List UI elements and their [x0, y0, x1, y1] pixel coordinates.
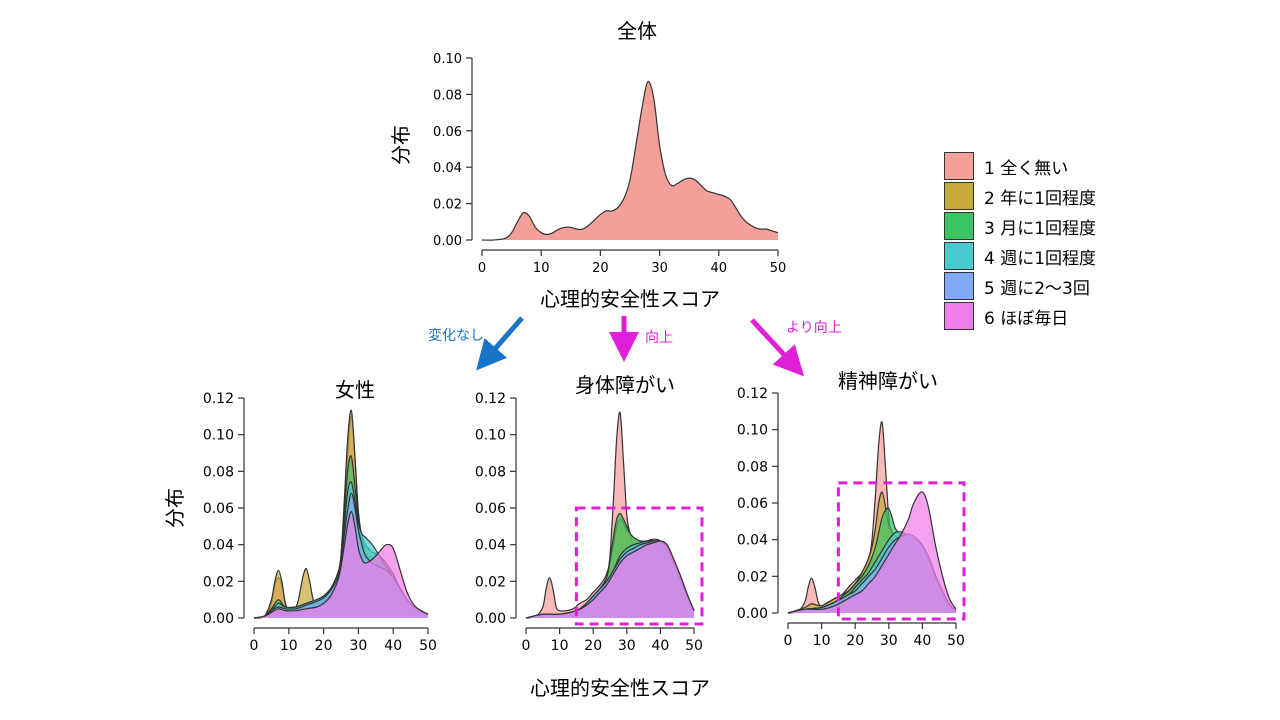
x-tick-label: 40	[384, 638, 402, 654]
y-tick-label: 0.10	[203, 428, 234, 444]
x-axis-label-overall: 心理的安全性スコア	[540, 287, 720, 311]
y-tick-label: 0.00	[203, 611, 234, 627]
x-tick-label: 30	[618, 638, 636, 654]
chart-female: 女性 0.00 0.02 0.04 0.06 0.08 0.10 0.12 0 10 20 30 40 5…	[203, 378, 437, 654]
chart-title-overall: 全体	[617, 19, 657, 43]
y-tick-label: 0.02	[737, 569, 768, 585]
legend-item-2: 2 年に1回程度	[944, 182, 1096, 210]
density-area-physical-6	[526, 540, 694, 618]
legend-swatch-4	[944, 242, 974, 270]
y-tick-label: 0.04	[203, 538, 234, 554]
legend-label-6: 6 ほぼ毎日	[984, 308, 1069, 329]
y-tick-label: 0.12	[737, 386, 768, 402]
x-tick-label: 20	[584, 638, 602, 654]
x-tick-label: 0	[522, 638, 531, 654]
chart-physical-disability: 身体障がい 0.00 0.02 0.04 0.06 0.08 0.10 0.12 0 10 20 30…	[475, 373, 704, 654]
legend-item-3: 3 月に1回程度	[944, 212, 1096, 240]
density-line-physical-6	[525, 540, 695, 619]
y-tick-label: 0.10	[433, 52, 462, 67]
y-tick-label: 0.06	[475, 501, 506, 517]
legend-item-1: 1 全く無い	[944, 152, 1068, 180]
y-tick-label: 0.06	[203, 501, 234, 517]
y-tick-label: 0.04	[433, 161, 462, 176]
y-tick-label: 0.10	[737, 423, 768, 439]
y-tick-label: 0.06	[737, 496, 768, 512]
arrow-no-change-label: 変化なし	[428, 327, 484, 344]
y-tick-label: 0.08	[203, 464, 234, 480]
legend-item-5: 5 週に2〜3回	[944, 272, 1090, 300]
x-tick-label: 0	[250, 638, 259, 654]
x-tick-label: 40	[913, 633, 931, 649]
x-tick-label: 10	[280, 638, 298, 654]
x-tick-label: 50	[770, 261, 787, 276]
y-tick-label: 0.08	[433, 88, 462, 103]
chart-title-female: 女性	[335, 378, 375, 402]
chart-title-mental: 精神障がい	[838, 369, 938, 393]
legend-label-3: 3 月に1回程度	[984, 218, 1097, 239]
y-tick-label: 0.08	[737, 459, 768, 475]
legend-label-1: 1 全く無い	[984, 158, 1069, 179]
highlight-box-physical	[574, 506, 704, 626]
x-tick-label: 10	[533, 261, 550, 276]
y-tick-label: 0.10	[475, 428, 506, 444]
arrow-more-improve	[750, 318, 805, 377]
legend-swatch-6	[944, 302, 974, 330]
x-tick-label: 20	[592, 261, 609, 276]
arrow-more-improve-label: より向上	[786, 320, 842, 336]
x-tick-label: 30	[880, 633, 898, 649]
y-tick-label: 0.08	[475, 464, 506, 480]
x-tick-label: 10	[813, 633, 831, 649]
x-axis-label-bottom: 心理的安全性スコア	[530, 676, 710, 700]
y-axis-label-female: 分布	[163, 488, 187, 528]
x-tick-label: 50	[947, 633, 965, 649]
chart-title-physical: 身体障がい	[575, 373, 675, 397]
y-tick-label: 0.12	[475, 391, 506, 407]
x-tick-label: 20	[315, 638, 333, 654]
legend-swatch-2	[944, 182, 974, 210]
x-tick-label: 40	[711, 261, 728, 276]
legend-item-4: 4 週に1回程度	[944, 242, 1096, 270]
x-tick-label: 10	[551, 638, 569, 654]
density-line-female-6	[253, 511, 429, 619]
legend-label-4: 4 週に1回程度	[984, 248, 1097, 269]
legend-item-6: 6 ほぼ毎日	[944, 302, 1068, 330]
y-tick-label: 0.04	[475, 538, 506, 554]
x-tick-label: 50	[419, 638, 437, 654]
legend-swatch-5	[944, 272, 974, 300]
chart-mental-disability: 精神障がい 0.00 0.02 0.04 0.06 0.08 0.10 0.12 0 10 20 30…	[737, 369, 966, 649]
density-area-mental-6	[788, 491, 956, 613]
x-tick-label: 50	[685, 638, 703, 654]
x-tick-label: 0	[478, 261, 486, 276]
density-area-overall-1	[482, 81, 778, 241]
y-tick-label: 0.00	[737, 606, 768, 622]
x-tick-label: 0	[784, 633, 793, 649]
density-line-mental-6	[787, 491, 957, 614]
y-tick-label: 0.00	[475, 611, 506, 627]
y-tick-label: 0.02	[433, 198, 462, 213]
y-tick-label: 0.02	[475, 574, 506, 590]
chart-overall: 全体 0.00 0.02 0.04 0.06 0.08 0.10 0 10 20 30 40 50	[433, 19, 786, 276]
x-tick-label: 20	[846, 633, 864, 649]
y-tick-label: 0.04	[737, 533, 768, 549]
y-tick-label: 0.12	[203, 391, 234, 407]
y-tick-label: 0.00	[433, 234, 462, 249]
highlight-box-mental	[836, 481, 966, 621]
density-line-overall-1	[481, 80, 779, 241]
arrow-no-change	[476, 316, 524, 371]
legend-label-5: 5 週に2〜3回	[984, 278, 1090, 299]
legend-swatch-1	[944, 152, 974, 180]
y-axis-label-overall: 分布	[389, 125, 413, 165]
x-tick-label: 30	[651, 261, 668, 276]
density-area-female-6	[254, 511, 428, 618]
legend-swatch-3	[944, 212, 974, 240]
arrow-improve-label: 向上	[645, 330, 673, 346]
x-tick-label: 30	[349, 638, 367, 654]
legend-label-2: 2 年に1回程度	[984, 188, 1097, 209]
x-tick-label: 40	[651, 638, 669, 654]
y-tick-label: 0.06	[433, 125, 462, 140]
y-tick-label: 0.02	[203, 574, 234, 590]
